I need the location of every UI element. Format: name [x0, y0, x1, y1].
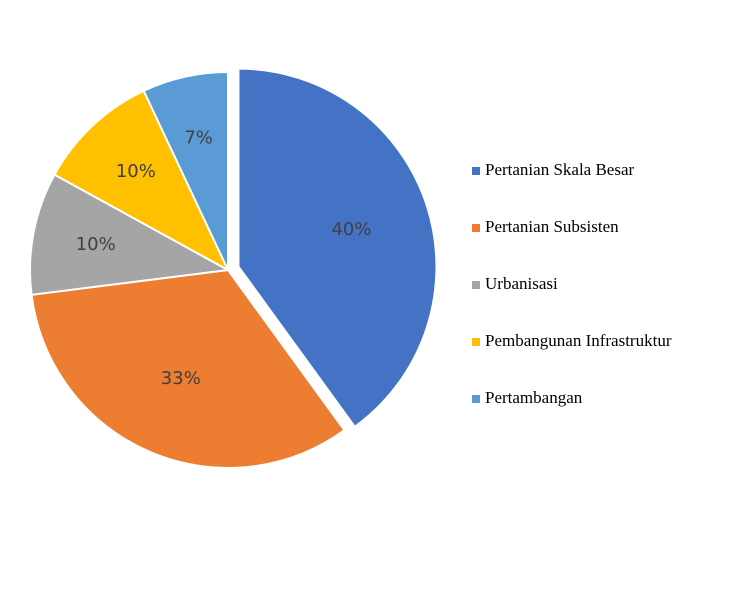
data-label: 33% [161, 368, 201, 389]
data-label: 7% [184, 128, 213, 149]
legend-marker [472, 167, 480, 175]
legend-marker [472, 395, 480, 403]
legend-label: Urbanisasi [485, 274, 558, 293]
pie-slice [142, 70, 229, 271]
pie-slice [53, 89, 231, 273]
legend-label: Pertanian Subsisten [485, 217, 619, 236]
data-label: 40% [331, 219, 371, 240]
legend-marker [472, 224, 480, 232]
data-label: 10% [76, 234, 116, 255]
data-label: 10% [116, 161, 156, 182]
pie-slice [30, 268, 346, 469]
legend-marker [472, 338, 480, 346]
pie-slice [237, 67, 438, 429]
legend-marker [472, 281, 480, 289]
pie-slice [29, 173, 232, 296]
legend-label: Pembangunan Infrastruktur [485, 331, 672, 350]
legend-label: Pertanian Skala Besar [485, 160, 635, 179]
legend-label: Pertambangan [485, 388, 583, 407]
